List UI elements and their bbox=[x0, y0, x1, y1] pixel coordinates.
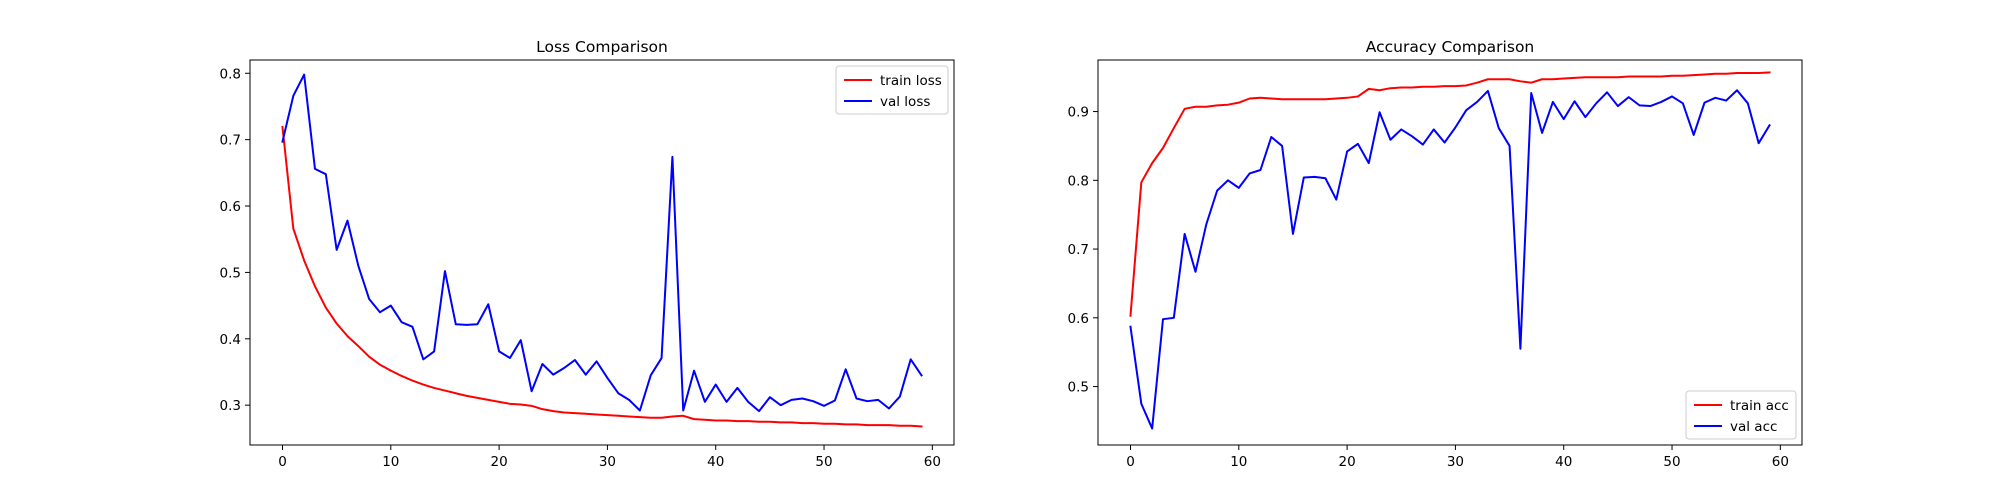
loss-chart-y-ticks: 0.3 0.4 0.5 0.6 0.7 0.8 bbox=[220, 66, 250, 414]
loss-chart-y-tick-label: 0.8 bbox=[220, 66, 241, 82]
loss-chart-lines bbox=[281, 73, 923, 428]
accuracy-chart-x-tick-label: 50 bbox=[1663, 454, 1680, 470]
loss-chart-x-tick-label: 20 bbox=[491, 454, 508, 470]
loss-chart-x-ticks: 0 10 20 30 40 50 60 bbox=[278, 445, 941, 470]
loss-chart-series-line-val-loss bbox=[281, 73, 923, 413]
accuracy-chart-y-tick-label: 0.9 bbox=[1068, 105, 1089, 121]
loss-chart: Loss Comparison 0 10 20 30 40 50 60 0.30.40.50… bbox=[220, 38, 955, 470]
accuracy-chart-y-tick-label: 0.7 bbox=[1068, 242, 1089, 258]
accuracy-chart-title: Accuracy Comparison bbox=[1366, 38, 1535, 56]
accuracy-chart-series-line-val-acc bbox=[1129, 89, 1771, 430]
accuracy-chart-x-tick-label: 30 bbox=[1447, 454, 1464, 470]
accuracy-chart-y-tick-label: 0.8 bbox=[1068, 173, 1089, 189]
accuracy-chart-legend-label: train acc bbox=[1730, 398, 1789, 414]
loss-chart-x-tick-label: 60 bbox=[924, 454, 941, 470]
accuracy-chart: Accuracy Comparison 0 10 20 30 40 50 60 0.5 0.6… bbox=[1068, 38, 1803, 470]
loss-chart-x-tick-label: 30 bbox=[599, 454, 616, 470]
accuracy-chart-x-tick-label: 10 bbox=[1230, 454, 1247, 470]
loss-chart-legend: train loss val loss bbox=[835, 65, 949, 115]
loss-chart-title: Loss Comparison bbox=[536, 38, 668, 56]
accuracy-chart-y-tick-label: 0.6 bbox=[1068, 311, 1089, 327]
loss-chart-y-tick-label: 0.6 bbox=[220, 199, 241, 215]
loss-chart-frame bbox=[249, 59, 955, 446]
loss-chart-y-tick-label: 0.4 bbox=[220, 332, 241, 348]
accuracy-chart-y-ticks: 0.5 0.6 0.7 0.8 0.9 bbox=[1068, 105, 1098, 396]
loss-chart-y-tick-label: 0.5 bbox=[220, 265, 241, 281]
accuracy-chart-lines bbox=[1129, 71, 1771, 430]
accuracy-chart-series-line-train-acc bbox=[1129, 71, 1771, 317]
accuracy-chart-x-tick-label: 40 bbox=[1555, 454, 1572, 470]
loss-chart-legend-label: train loss bbox=[880, 73, 942, 89]
accuracy-chart-x-tick-label: 60 bbox=[1772, 454, 1789, 470]
accuracy-chart-x-tick-label: 20 bbox=[1339, 454, 1356, 470]
loss-chart-y-tick-label: 0.3 bbox=[220, 398, 241, 414]
accuracy-chart-frame bbox=[1097, 59, 1803, 446]
accuracy-chart-legend: train acc val acc bbox=[1685, 390, 1797, 440]
accuracy-chart-x-ticks: 0 10 20 30 40 50 60 bbox=[1126, 445, 1789, 470]
loss-chart-y-tick-label: 0.7 bbox=[220, 133, 241, 149]
loss-chart-x-tick-label: 10 bbox=[382, 454, 399, 470]
loss-chart-x-tick-label: 0 bbox=[278, 454, 287, 470]
loss-chart-x-tick-label: 40 bbox=[707, 454, 724, 470]
loss-chart-series-line-train-loss bbox=[281, 125, 923, 428]
loss-chart-x-tick-label: 50 bbox=[815, 454, 832, 470]
accuracy-chart-x-tick-label: 0 bbox=[1126, 454, 1135, 470]
accuracy-chart-legend-label: val acc bbox=[1730, 419, 1777, 435]
loss-chart-legend-label: val loss bbox=[880, 94, 930, 110]
accuracy-chart-y-tick-label: 0.5 bbox=[1068, 380, 1089, 396]
